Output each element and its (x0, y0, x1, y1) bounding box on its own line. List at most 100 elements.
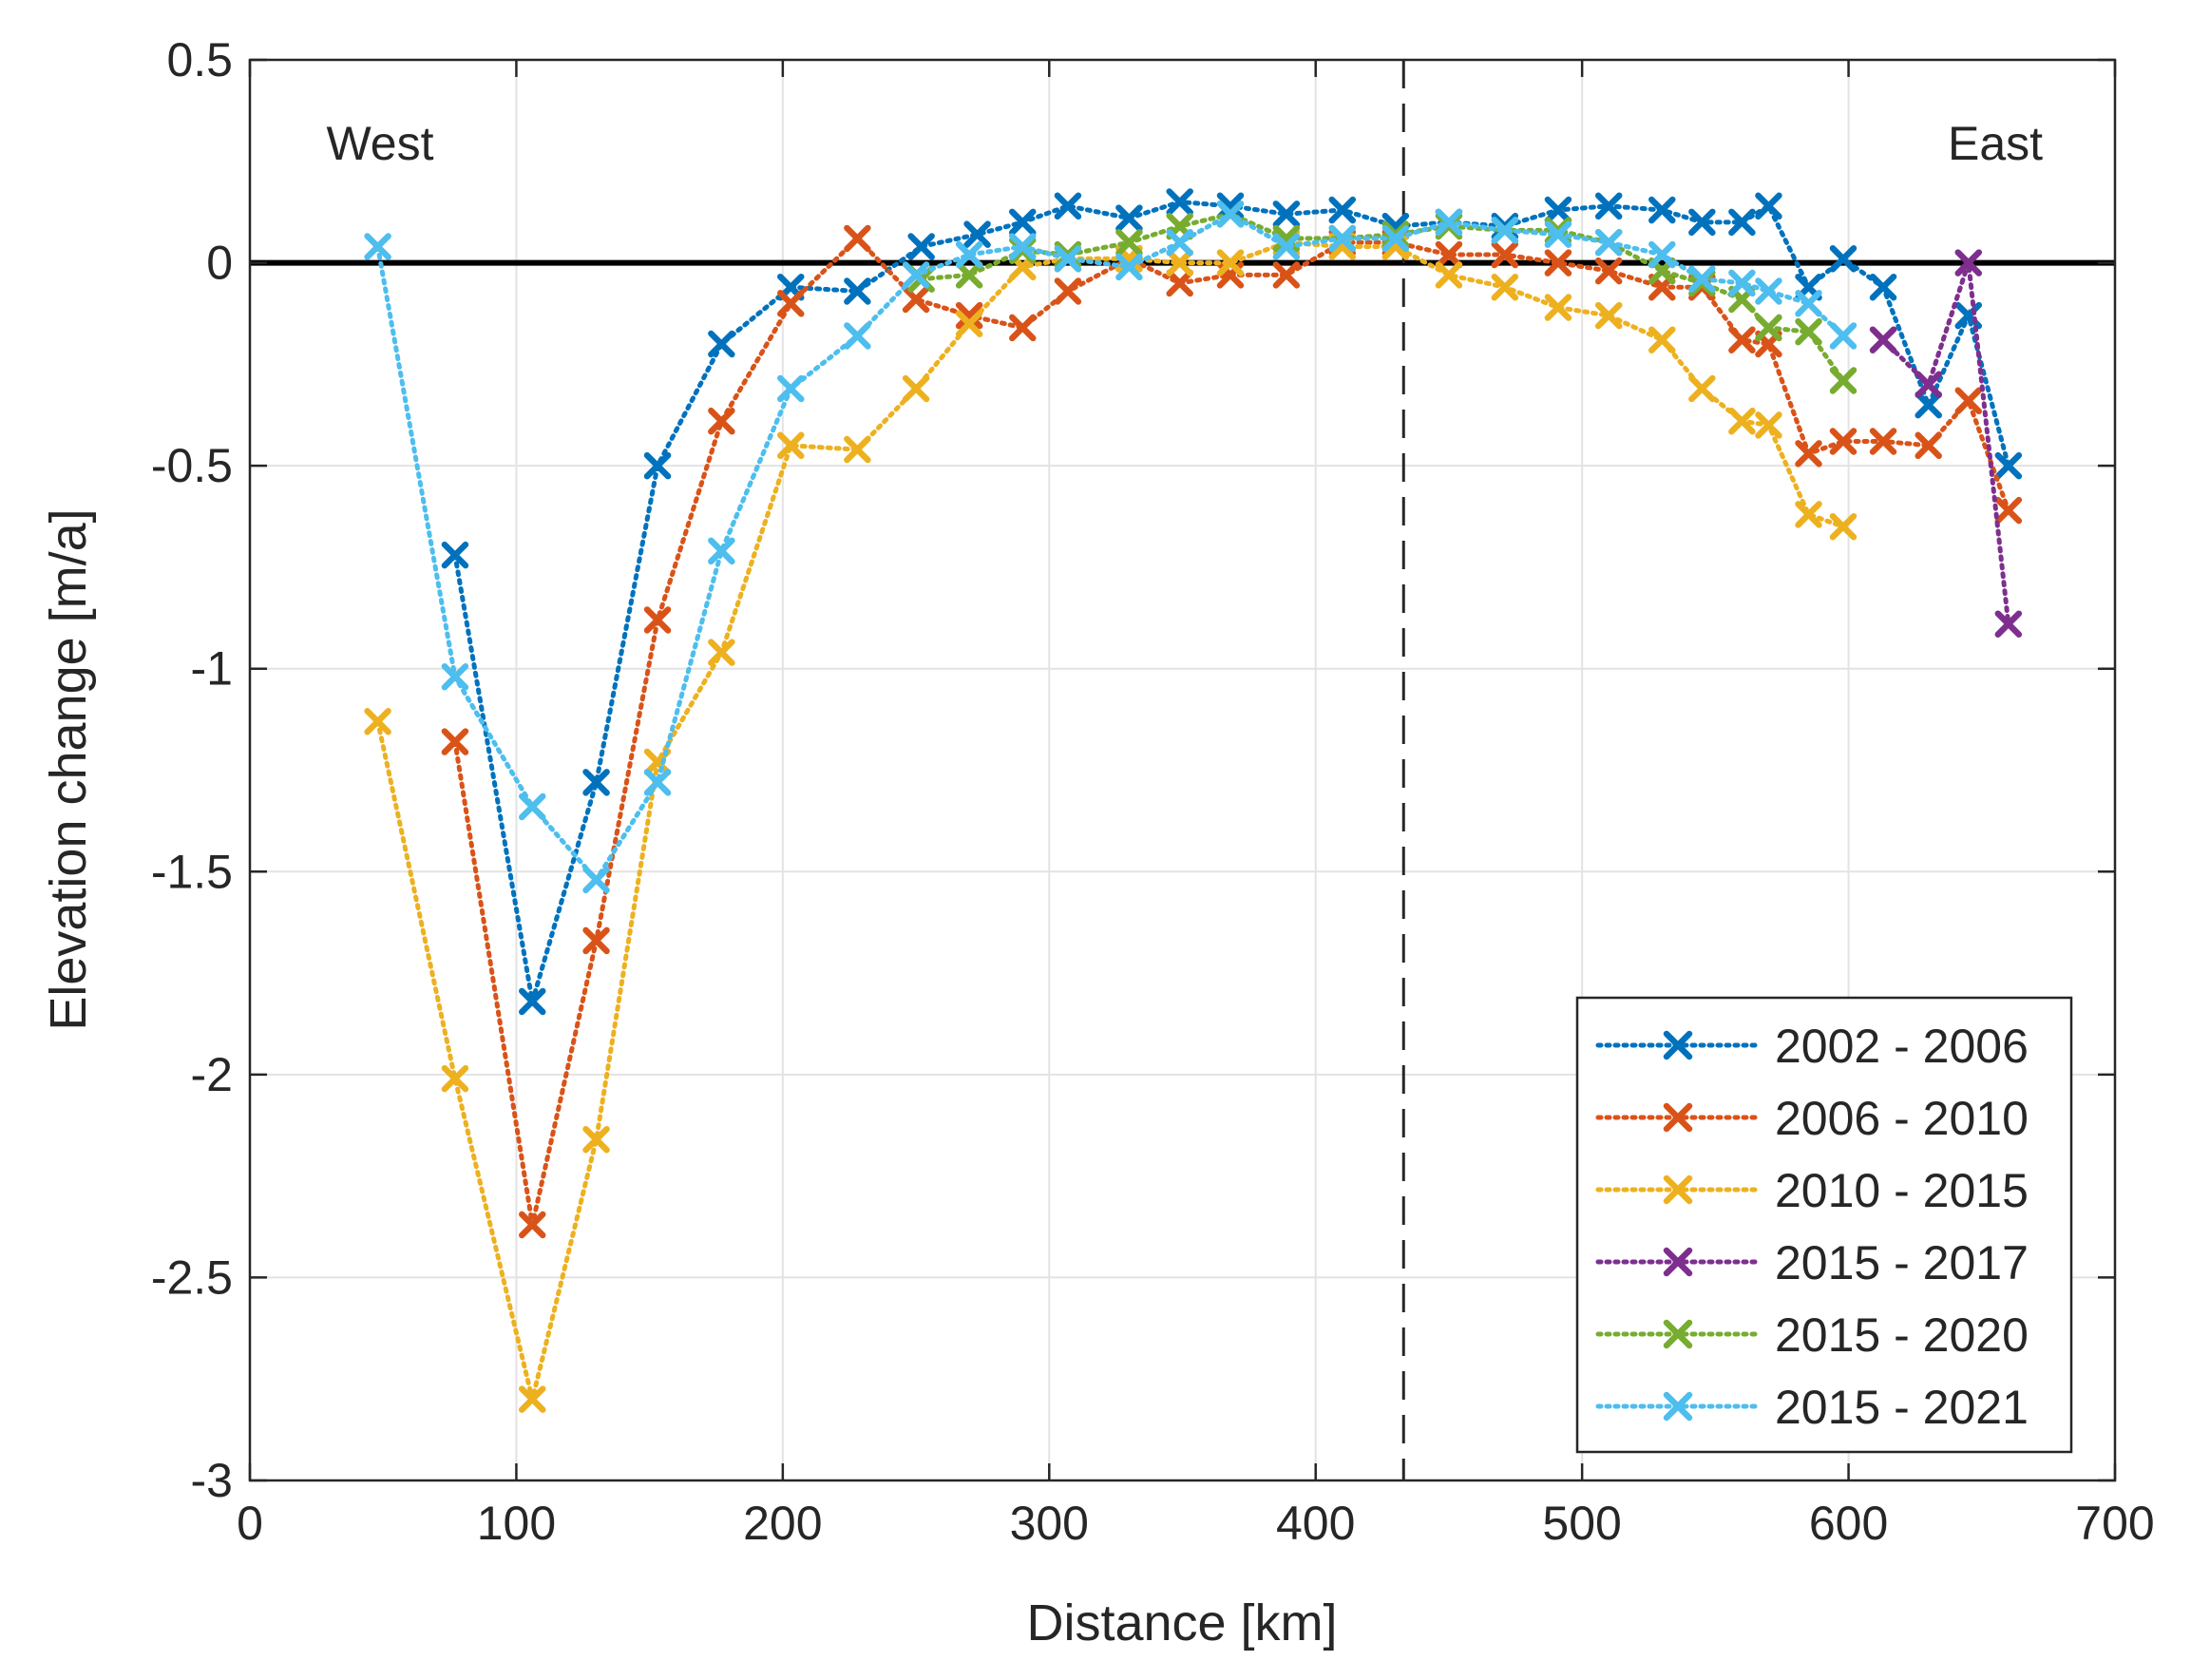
data-point-marker (1166, 269, 1193, 297)
data-point-marker (1994, 496, 2023, 525)
data-point-marker (1491, 273, 1519, 301)
legend-item: 2006 - 2010 (1595, 1092, 2029, 1145)
data-point-marker (1994, 451, 2023, 480)
data-point-marker (1216, 200, 1245, 228)
series-line (1880, 261, 2011, 627)
legend-item: 2002 - 2006 (1595, 1020, 2029, 1073)
y-tick-label: -0.5 (151, 439, 233, 492)
data-point-marker (1544, 196, 1572, 224)
series-line (375, 239, 1846, 1401)
data-point-marker (1008, 314, 1037, 342)
east-label: East (1948, 117, 2043, 170)
data-point-marker (708, 407, 735, 435)
data-point-marker (1435, 208, 1463, 237)
y-tick-label: -1.5 (151, 845, 233, 898)
data-point-marker (1381, 224, 1410, 253)
data-point-marker (844, 277, 871, 305)
data-point-marker (1166, 228, 1193, 257)
data-point-marker (1008, 233, 1037, 260)
y-tick-labels: 0.5 0 -0.5 -1 -1.5 -2 -2.5 -3 (151, 33, 233, 1507)
data-point-marker (1915, 431, 1942, 460)
x-tick-label: 600 (1809, 1497, 1888, 1550)
legend-item: 2015 - 2017 (1595, 1236, 2029, 1289)
data-point-marker (1915, 391, 1942, 419)
x-tick-label: 300 (1010, 1497, 1089, 1550)
data-point-marker (955, 240, 983, 269)
data-point-marker (777, 431, 805, 460)
data-point-marker (1216, 249, 1245, 277)
data-point-marker (1994, 610, 2023, 638)
data-point-marker (582, 926, 610, 955)
data-point-marker (582, 769, 610, 796)
data-point-marker (1544, 249, 1572, 277)
data-point-marker (708, 330, 735, 358)
data-point-marker (1166, 249, 1193, 277)
data-point-marker (844, 322, 871, 350)
data-point-marker (441, 541, 469, 569)
data-point-marker (1166, 188, 1193, 216)
data-point-marker (1115, 204, 1143, 232)
data-point-marker (1728, 269, 1756, 297)
data-point-marker (955, 261, 983, 289)
data-point-marker (844, 435, 871, 464)
data-point-marker (519, 1211, 546, 1239)
data-point-marker (519, 792, 546, 821)
data-point-marker (1829, 367, 1858, 394)
y-tick-label: 0.5 (166, 33, 233, 86)
data-point-marker (1688, 208, 1716, 237)
x-tick-label: 400 (1276, 1497, 1355, 1550)
data-point-marker (1544, 294, 1572, 321)
legend-swatch-marker (1663, 1247, 1693, 1277)
x-tick-labels: 0 100 200 300 400 500 600 700 (237, 1497, 2155, 1550)
data-point-marker (1829, 512, 1858, 541)
series-2010-2015 (364, 228, 1858, 1413)
data-point-marker (708, 639, 735, 666)
data-point-marker (1272, 233, 1301, 260)
data-point-marker (1115, 253, 1143, 281)
legend-label: 2015 - 2017 (1775, 1236, 2029, 1289)
data-point-marker (441, 728, 469, 755)
data-point-marker (1648, 240, 1676, 269)
data-point-marker (1869, 273, 1897, 301)
data-point-marker (1435, 261, 1463, 289)
data-point-marker (777, 374, 805, 403)
tick-marks (248, 58, 2117, 1482)
data-point-marker (1795, 440, 1822, 468)
series-2015-2021 (364, 200, 1858, 894)
y-tick-label: -3 (191, 1454, 233, 1507)
data-point-marker (643, 451, 672, 480)
data-point-marker (519, 1385, 546, 1413)
y-tick-label: -2 (191, 1048, 233, 1101)
data-point-marker (1795, 317, 1822, 346)
data-point-marker (708, 537, 735, 565)
legend-label: 2006 - 2010 (1775, 1092, 2029, 1145)
y-tick-label: -2.5 (151, 1250, 233, 1304)
data-point-marker (902, 285, 930, 314)
series-2015-2017 (1869, 249, 2023, 638)
legend-swatch-marker (1663, 1102, 1693, 1133)
data-point-marker (1054, 277, 1082, 305)
series-group (364, 188, 2023, 1413)
legend-label: 2010 - 2015 (1775, 1164, 2029, 1217)
data-point-marker (1594, 192, 1623, 220)
data-point-marker (1915, 371, 1942, 398)
data-point-marker (1829, 322, 1858, 350)
data-point-marker (1755, 411, 1782, 439)
data-point-marker (1594, 228, 1623, 257)
data-point-marker (1491, 240, 1519, 269)
x-tick-label: 200 (743, 1497, 822, 1550)
x-tick-label: 0 (237, 1497, 263, 1550)
data-point-marker (907, 233, 935, 260)
x-tick-label: 500 (1542, 1497, 1621, 1550)
data-point-marker (1648, 196, 1676, 224)
legend-swatch-marker (1663, 1174, 1693, 1205)
data-point-marker (955, 310, 983, 337)
legend-item: 2010 - 2015 (1595, 1164, 2029, 1217)
data-point-marker (1728, 407, 1756, 435)
data-point-marker (1795, 290, 1822, 317)
legend-swatch-marker (1663, 1319, 1693, 1349)
data-point-marker (1544, 220, 1572, 248)
y-tick-label: 0 (206, 237, 233, 290)
data-point-marker (1435, 240, 1463, 269)
data-point-marker (1829, 245, 1858, 273)
